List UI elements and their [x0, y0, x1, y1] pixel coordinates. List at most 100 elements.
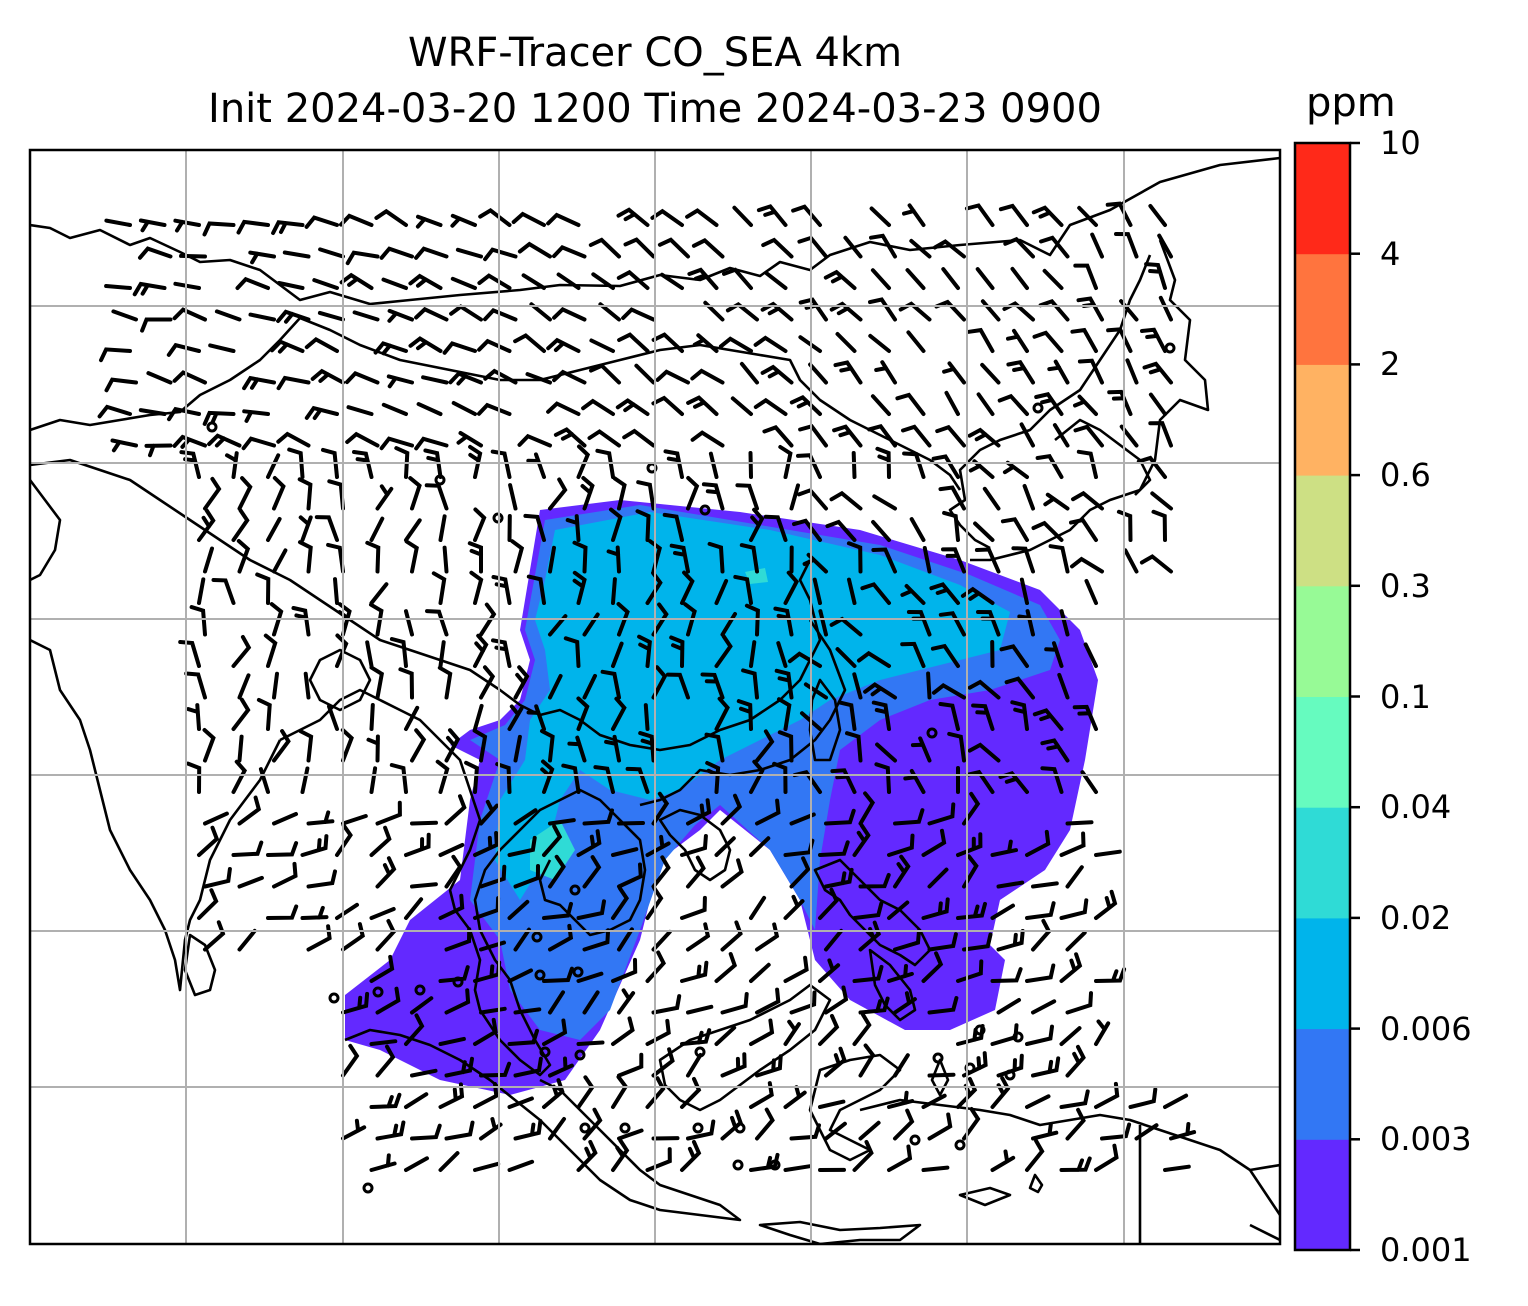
- wind-barb: [451, 401, 477, 416]
- wind-barb: [266, 517, 282, 542]
- wind-barb: [1148, 421, 1173, 448]
- wind-barb: [947, 731, 966, 763]
- wind-barb: [791, 204, 822, 227]
- wind-barb: [1084, 579, 1098, 605]
- wind-barb: [617, 1052, 644, 1078]
- wind-barb: [956, 901, 987, 920]
- wind-barb: [869, 206, 891, 227]
- wind-barb: [272, 548, 288, 574]
- wind-barb: [473, 703, 484, 731]
- wind-barb: [140, 317, 173, 333]
- wind-barb: [341, 991, 370, 1015]
- wind-barb: [340, 728, 354, 763]
- wind-barb: [483, 368, 518, 385]
- wind-barb: [901, 424, 932, 448]
- wind-barb: [704, 732, 725, 763]
- wind-barb: [542, 901, 573, 920]
- wind-barb: [1059, 1089, 1090, 1109]
- wind-barb: [927, 802, 956, 826]
- wind-barb: [1002, 460, 1029, 479]
- wind-barb: [956, 959, 984, 983]
- wind-barb: [921, 1093, 947, 1109]
- wind-barb: [1094, 889, 1118, 920]
- wind-barb: [167, 406, 201, 422]
- wind-barb: [755, 729, 775, 763]
- wind-barb: [231, 840, 264, 857]
- wind-barb: [203, 476, 222, 511]
- wind-barb: [749, 759, 765, 794]
- wind-barb: [714, 952, 738, 983]
- wind-barb: [967, 679, 1001, 700]
- wind-barb: [714, 579, 729, 605]
- wind-barb: [651, 994, 682, 1015]
- wind-barb: [526, 704, 546, 731]
- wind-barb: [600, 669, 621, 700]
- wind-barb: [824, 1121, 847, 1141]
- wind-barb: [231, 508, 250, 542]
- wind-barb: [665, 672, 690, 700]
- wind-barb: [686, 395, 719, 416]
- wind-barb: [909, 238, 932, 259]
- wind-barb: [203, 867, 232, 889]
- wind-barb: [1017, 609, 1035, 637]
- wind-barb: [202, 728, 216, 763]
- wind-barb: [962, 932, 993, 952]
- wind-barb: [990, 903, 1015, 920]
- wind-barb: [1022, 484, 1035, 511]
- wind-barb: [576, 696, 590, 731]
- wind-barb: [774, 668, 794, 700]
- wind-barb: [1044, 641, 1064, 668]
- wind-barb: [796, 453, 822, 479]
- wind-barb: [595, 448, 615, 479]
- wind-barb: [967, 742, 1001, 763]
- wind-barb: [749, 507, 765, 542]
- wind-barb: [186, 761, 202, 794]
- wind-barb: [369, 1039, 398, 1046]
- wind-barb: [442, 341, 477, 355]
- wind-barb: [369, 516, 385, 542]
- wind-barb: [611, 577, 617, 605]
- wind-barb: [843, 235, 863, 259]
- wind-barb: [202, 221, 236, 237]
- wind-barb: [456, 431, 483, 448]
- wind-barb: [473, 507, 487, 542]
- wind-barb: [651, 395, 684, 416]
- wind-barb: [404, 1092, 429, 1109]
- wind-barb: [548, 477, 568, 511]
- calm-marker: [579, 1122, 591, 1134]
- wind-barb: [404, 518, 422, 542]
- wind-barb: [650, 208, 684, 227]
- wind-barb: [414, 306, 449, 322]
- wind-barb: [761, 237, 794, 259]
- wind-barb: [823, 269, 857, 290]
- wind-barb: [546, 401, 581, 416]
- wind-barb: [1010, 266, 1029, 290]
- calm-marker: [954, 1139, 966, 1151]
- wind-barb: [718, 336, 753, 353]
- wind-barb: [845, 731, 863, 763]
- wind-barb: [930, 643, 960, 668]
- wind-barb: [444, 854, 463, 889]
- wind-barb: [513, 927, 531, 952]
- wind-barb: [962, 854, 979, 889]
- wind-barb: [211, 578, 236, 605]
- wind-barb: [582, 855, 602, 889]
- wind-barb: [438, 965, 470, 983]
- calm-marker: [692, 1122, 704, 1134]
- wind-barb: [438, 843, 465, 857]
- wind-barb: [438, 1151, 460, 1172]
- wind-barb: [272, 812, 298, 826]
- wind-barb: [869, 233, 897, 259]
- wind-barb: [692, 333, 719, 353]
- wind-barb: [490, 449, 512, 479]
- wind-barb: [1032, 708, 1064, 731]
- wind-barb: [548, 990, 565, 1015]
- wind-barb: [591, 272, 615, 290]
- wind-barb: [248, 250, 276, 265]
- wind-barb: [1052, 423, 1070, 448]
- wind-barb: [789, 1123, 821, 1141]
- wind-barb: [818, 840, 850, 857]
- wind-barb: [467, 541, 483, 574]
- wind-barb: [1040, 738, 1070, 763]
- wind-barb: [561, 763, 581, 794]
